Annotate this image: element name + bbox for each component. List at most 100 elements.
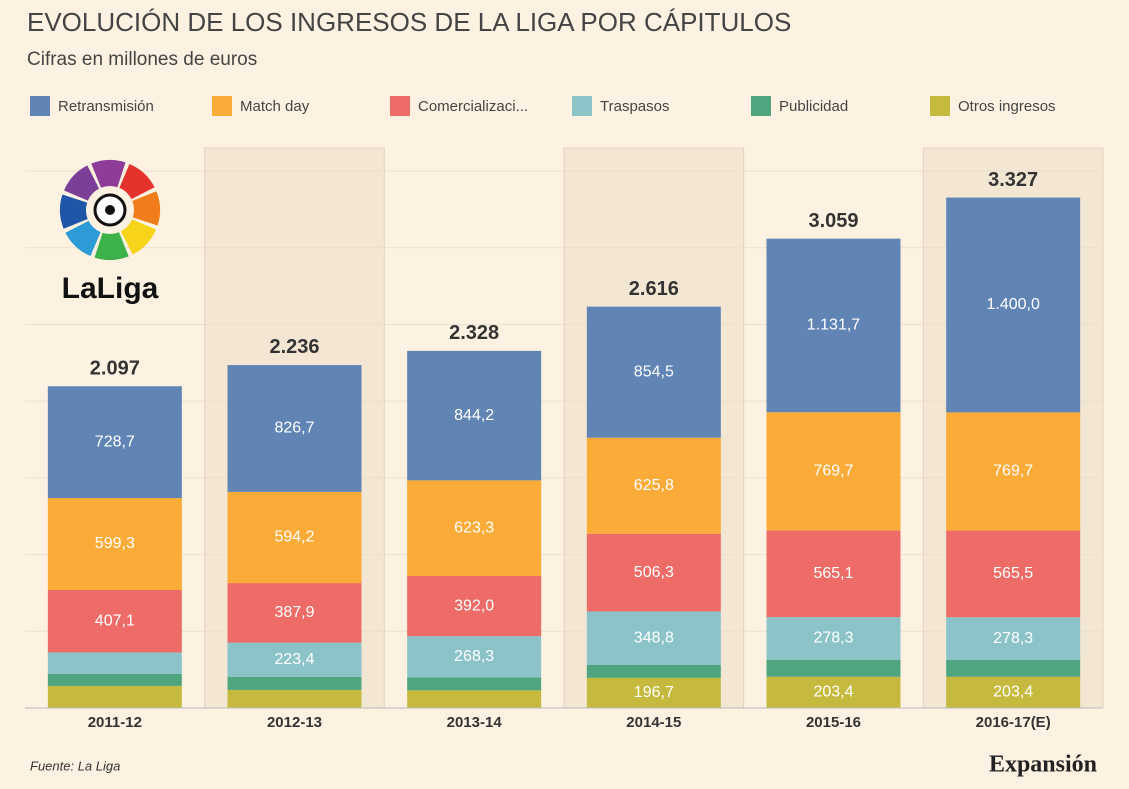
value-label: 625,8 [634,477,674,494]
bar-segment [586,306,721,438]
chart-subtitle: Cifras en millones de euros [27,49,257,70]
logo-petal [119,164,155,200]
bar-segment [946,197,1081,413]
legend-swatch [930,96,950,116]
value-label: 599,3 [95,535,135,552]
bar-segment [586,437,721,534]
value-label: 769,7 [813,463,853,480]
legend-label: Publicidad [779,98,848,115]
bar-segment [47,685,182,708]
bar-segment [766,412,901,531]
total-label: 2.097 [90,358,140,380]
logo-petal [64,165,100,201]
logo [59,159,161,261]
value-label: 826,7 [274,420,314,437]
bar-segment [946,659,1081,677]
value-label: 1.131,7 [807,317,860,334]
value-label: 728,7 [95,433,135,450]
logo-petal [94,232,129,261]
value-label: 594,2 [274,529,314,546]
bar-segment [407,480,542,577]
value-label: 278,3 [813,630,853,647]
bar-segment [946,617,1081,660]
x-tick-label: 2015-16 [806,714,861,731]
legend-label: Match day [240,98,310,115]
bar-segment [946,530,1081,618]
value-label: 387,9 [274,604,314,621]
bar-segment [227,491,362,584]
value-label: 268,3 [454,648,494,665]
x-tick-label: 2012-13 [267,714,322,731]
logo-petal [132,191,161,226]
bar-segment [407,690,542,708]
total-label: 3.327 [988,169,1038,191]
value-label: 506,3 [634,564,674,581]
value-label: 854,5 [634,363,674,380]
bar-segment [47,386,182,499]
bar-segment [47,498,182,591]
value-label: 196,7 [634,684,674,701]
bar-segment [227,365,362,492]
bar-segment [766,238,901,413]
legend-label: Traspasos [600,98,669,115]
x-tick-label: 2011-12 [88,714,142,731]
value-label: 203,4 [813,684,853,701]
legend-swatch [751,96,771,116]
bar-segment [946,412,1081,531]
bar-segment [407,350,542,481]
value-label: 623,3 [454,519,494,536]
bar-segment [47,590,182,653]
bar-segment [407,677,542,691]
bar-segment [946,676,1081,708]
logo-petal [59,194,88,229]
value-label: 203,4 [993,684,1033,701]
x-tick-label: 2014-15 [626,714,681,731]
total-label: 2.616 [629,278,679,300]
bar-segment [766,659,901,677]
bar-segment [227,676,362,690]
total-label: 3.059 [808,210,858,232]
bar-segment [47,652,182,674]
value-label: 278,3 [993,630,1033,647]
legend-label: Retransmisión [58,98,154,115]
brand: Expansión [989,752,1097,778]
legend-label: Comercializaci... [418,98,528,115]
legend-swatch [30,96,50,116]
legend-label: Otros ingresos [958,98,1056,115]
bar-segment [407,576,542,637]
logo-petal [65,220,101,256]
bar-segment [227,689,362,708]
value-label: 223,4 [274,651,314,668]
value-label: 565,1 [813,565,853,582]
bar-segment [766,530,901,618]
logo-petal [91,159,126,188]
bar-segment [227,583,362,643]
x-tick-label: 2016-17(E) [976,714,1051,731]
logo-ball-patch [105,205,115,215]
logo-petal [120,219,156,255]
value-label: 407,1 [95,612,135,629]
bar-segment [47,673,182,686]
x-tick-label: 2013-14 [447,714,503,731]
source: Fuente: La Liga [30,758,120,773]
bar-segment [766,617,901,660]
total-label: 2.328 [449,322,499,344]
bar-segment [586,664,721,678]
value-label: 348,8 [634,629,674,646]
bar-segment [586,677,721,708]
logo-text: LaLiga [62,272,159,305]
bar-segment [407,636,542,678]
legend-swatch [390,96,410,116]
legend-swatch [572,96,592,116]
value-label: 565,5 [993,565,1033,582]
total-label: 2.236 [269,336,319,358]
value-label: 844,2 [454,407,494,424]
legend-swatch [212,96,232,116]
value-label: 1.400,0 [986,296,1039,313]
value-label: 392,0 [454,597,494,614]
chart-title: EVOLUCIÓN DE LOS INGRESOS DE LA LIGA POR… [27,7,791,37]
bar-segment [227,642,362,677]
bar-segment [586,533,721,612]
